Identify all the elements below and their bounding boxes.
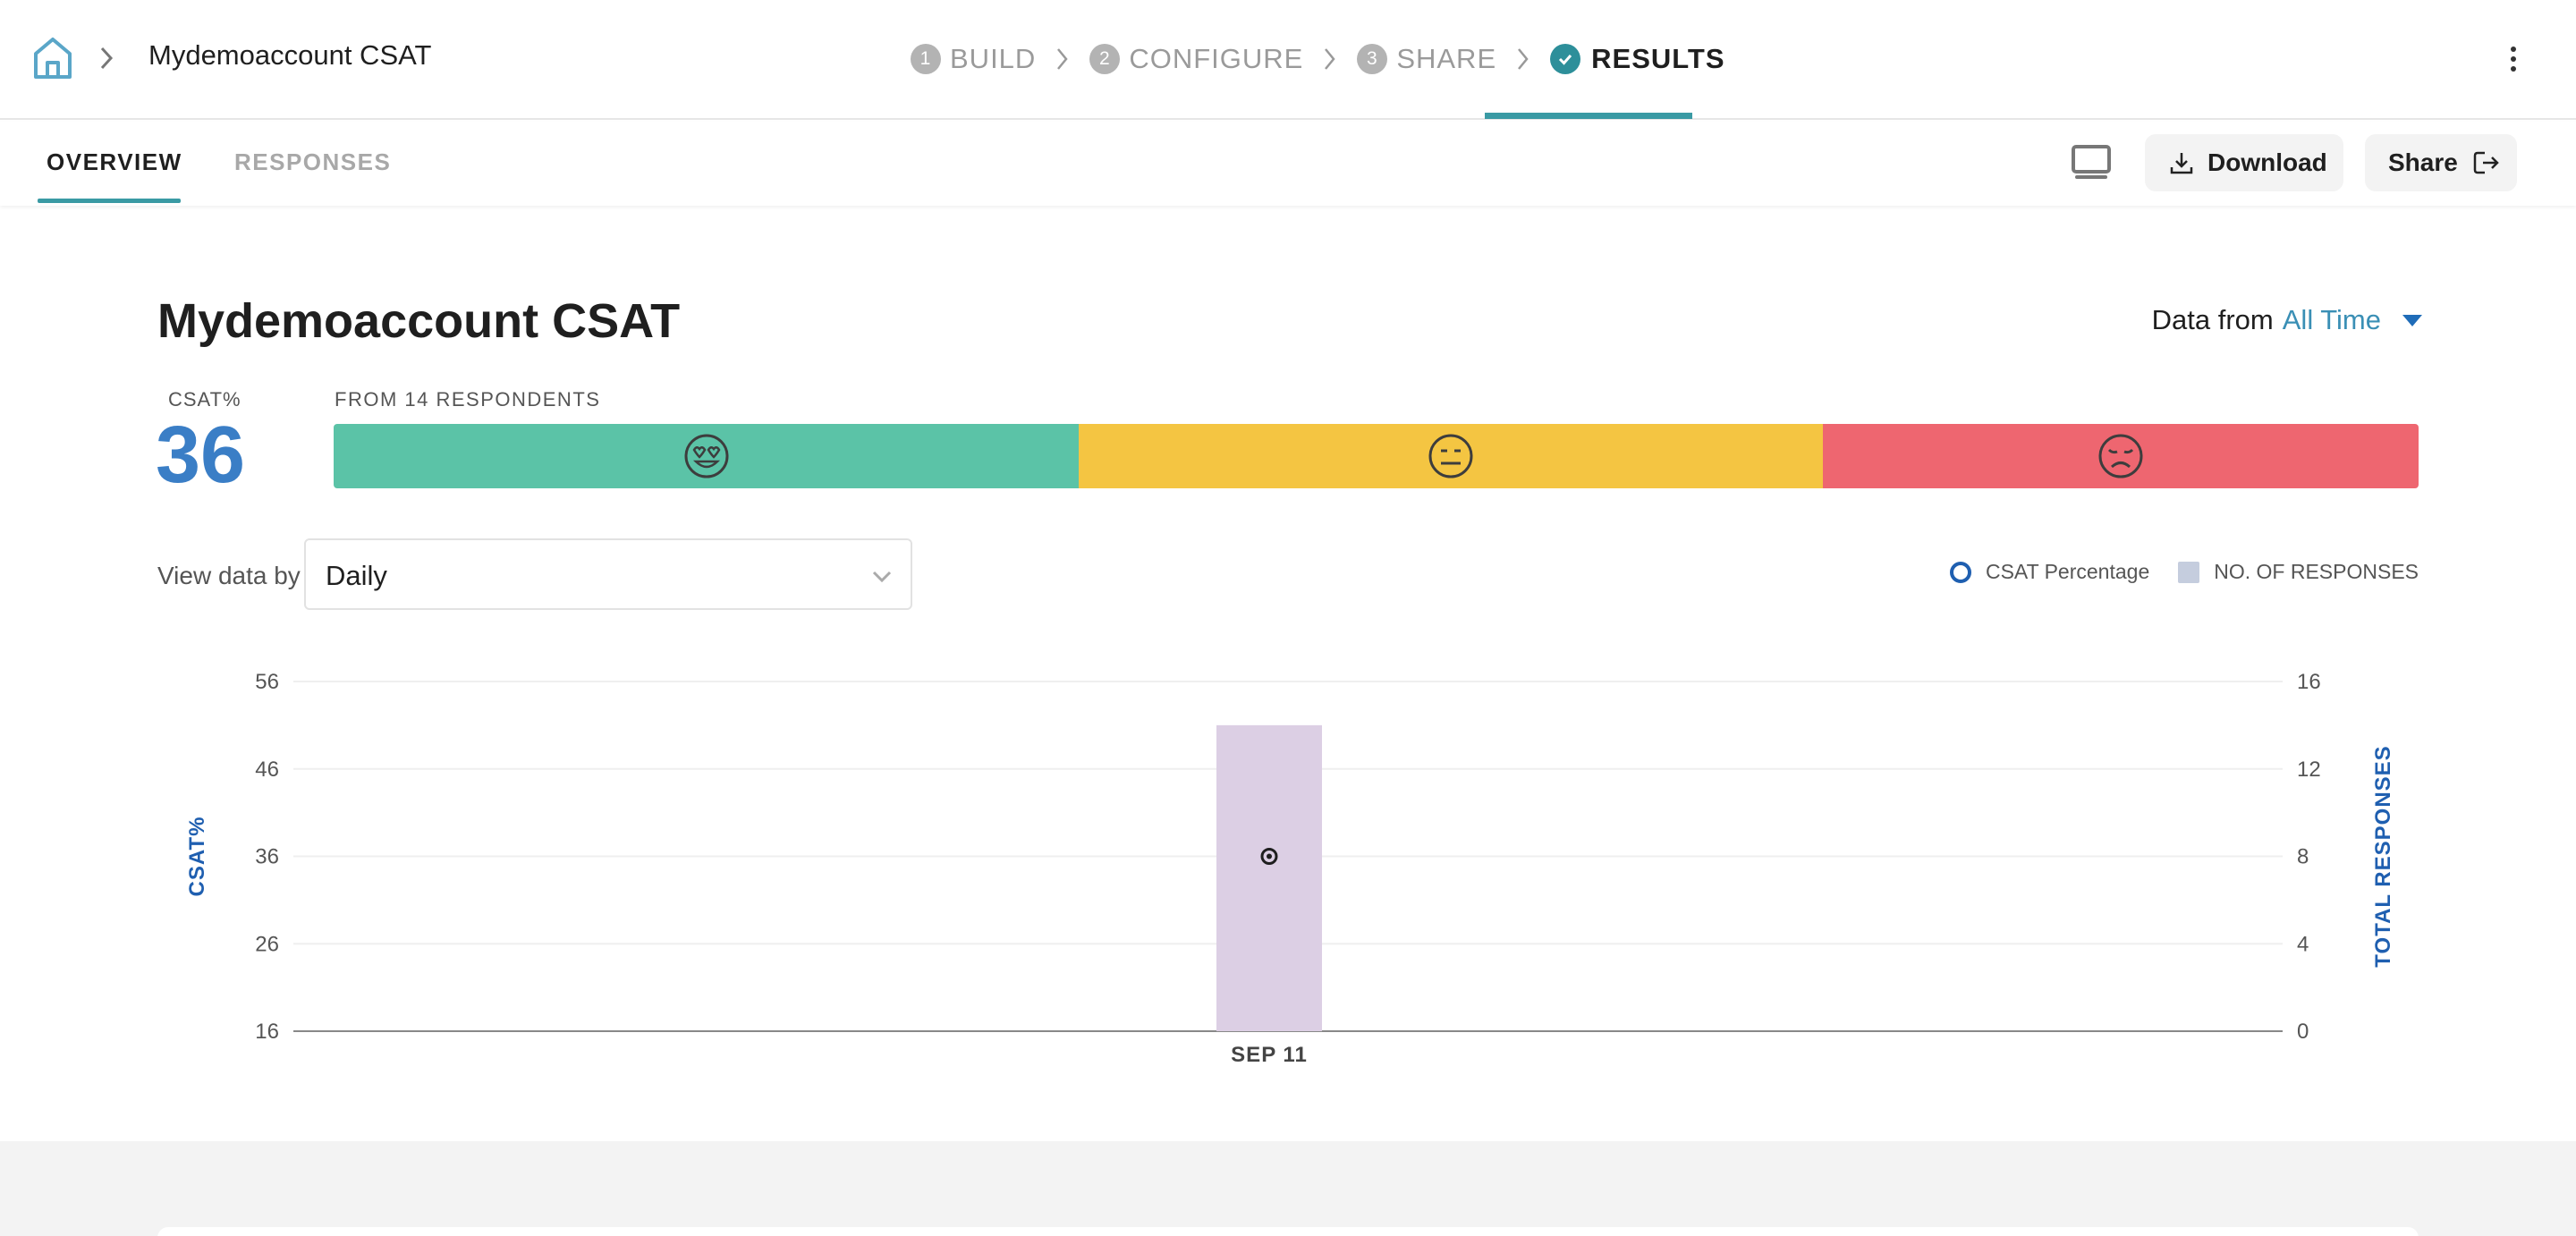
check-circle-icon (1550, 44, 1581, 74)
view-by-label: View data by (157, 562, 301, 589)
heart-eyes-face-icon (684, 434, 728, 478)
csat-score: 36 (156, 411, 246, 500)
wizard-steps: 1 BUILD 2 CONFIGURE 3 SHARE RESULTS (911, 39, 1725, 79)
step-build[interactable]: 1 BUILD (911, 43, 1036, 75)
step-label: RESULTS (1591, 43, 1725, 74)
csat-point (1260, 848, 1278, 865)
active-step-indicator (1485, 113, 1692, 119)
chevron-down-icon (872, 571, 892, 583)
chart-legend: CSAT Percentage NO. OF RESPONSES (1949, 560, 2419, 584)
y-tick-left: 26 (255, 932, 279, 956)
x-tick-label: SEP 11 (1231, 1043, 1308, 1067)
sentiment-bar-dissatisfied (1823, 424, 2419, 488)
y-axis-title-left: CSAT% (185, 817, 209, 897)
csat-point-center (1267, 853, 1272, 859)
y-tick-left: 56 (255, 670, 279, 694)
step-configure[interactable]: 2 CONFIGURE (1089, 43, 1303, 75)
tab-responses[interactable]: RESPONSES (234, 148, 392, 175)
presentation-screen-icon[interactable] (2070, 143, 2113, 182)
page-footer-band (0, 1141, 2576, 1236)
step-number: 1 (911, 44, 941, 74)
y-tick-left: 16 (255, 1020, 279, 1044)
chevron-right-icon (1057, 48, 1068, 70)
y-tick-right: 12 (2297, 758, 2321, 782)
step-number: 3 (1357, 44, 1388, 74)
responses-bar (1216, 724, 1322, 1031)
step-results[interactable]: RESULTS (1550, 43, 1724, 75)
y-tick-right: 4 (2297, 932, 2309, 956)
y-axis-title-right: TOTAL RESPONSES (2371, 745, 2395, 967)
sentiment-bar-neutral (1079, 424, 1823, 488)
csat-chart: 56 46 36 26 16 16 12 8 4 0 CSAT% TOTAL RESPONSES SEP… (185, 670, 2395, 1067)
chevron-right-icon (1325, 48, 1335, 70)
y-tick-left: 36 (255, 845, 279, 869)
top-bar: Mydemoaccount CSAT 1 BUILD 2 CONFIGURE 3… (0, 0, 2576, 120)
date-range-selector[interactable]: Data from All Time (2152, 304, 2422, 336)
neutral-face-icon (1428, 434, 1473, 478)
home-icon[interactable] (32, 36, 73, 80)
step-label: SHARE (1396, 43, 1497, 74)
caret-down-icon[interactable] (2402, 314, 2422, 326)
download-button[interactable]: Download (2145, 134, 2343, 191)
report-title: Mydemoaccount CSAT (157, 294, 681, 348)
chevron-right-icon (1518, 48, 1529, 70)
legend-circle-marker (1949, 561, 1971, 583)
y-tick-left: 46 (255, 758, 279, 782)
sad-face-icon (2098, 434, 2143, 478)
sub-navigation: OVERVIEW RESPONSES Download Share (0, 122, 2576, 206)
more-options-icon[interactable] (2504, 41, 2522, 77)
step-share[interactable]: 3 SHARE (1357, 43, 1496, 75)
next-card (157, 1227, 2419, 1236)
date-range-label: Data from (2151, 304, 2274, 335)
active-tab-indicator (38, 199, 181, 203)
y-tick-right: 16 (2297, 670, 2321, 694)
legend-csat: CSAT Percentage (1985, 560, 2150, 583)
y-tick-right: 0 (2297, 1020, 2309, 1044)
view-by-select[interactable]: Daily (304, 538, 912, 610)
chevron-right-icon (100, 47, 114, 70)
legend-responses: NO. OF RESPONSES (2214, 560, 2419, 583)
view-by-value: Daily (326, 560, 387, 591)
legend-square-marker (2178, 561, 2200, 583)
y-tick-right: 8 (2297, 845, 2309, 869)
step-label: CONFIGURE (1129, 43, 1304, 74)
csat-label: CSAT% (168, 388, 242, 411)
date-range-value[interactable]: All Time (2282, 304, 2381, 335)
share-exit-icon (2473, 151, 2499, 174)
step-label: BUILD (950, 43, 1037, 74)
tab-overview[interactable]: OVERVIEW (47, 148, 182, 175)
share-button[interactable]: Share (2365, 134, 2517, 191)
download-icon (2170, 153, 2193, 174)
step-number: 2 (1089, 44, 1121, 74)
respondents-count: FROM 14 RESPONDENTS (335, 388, 601, 411)
sentiment-bar-satisfied (334, 424, 1079, 488)
share-label: Share (2388, 148, 2458, 176)
breadcrumb-title: Mydemoaccount CSAT (148, 39, 432, 71)
download-label: Download (2207, 148, 2327, 176)
